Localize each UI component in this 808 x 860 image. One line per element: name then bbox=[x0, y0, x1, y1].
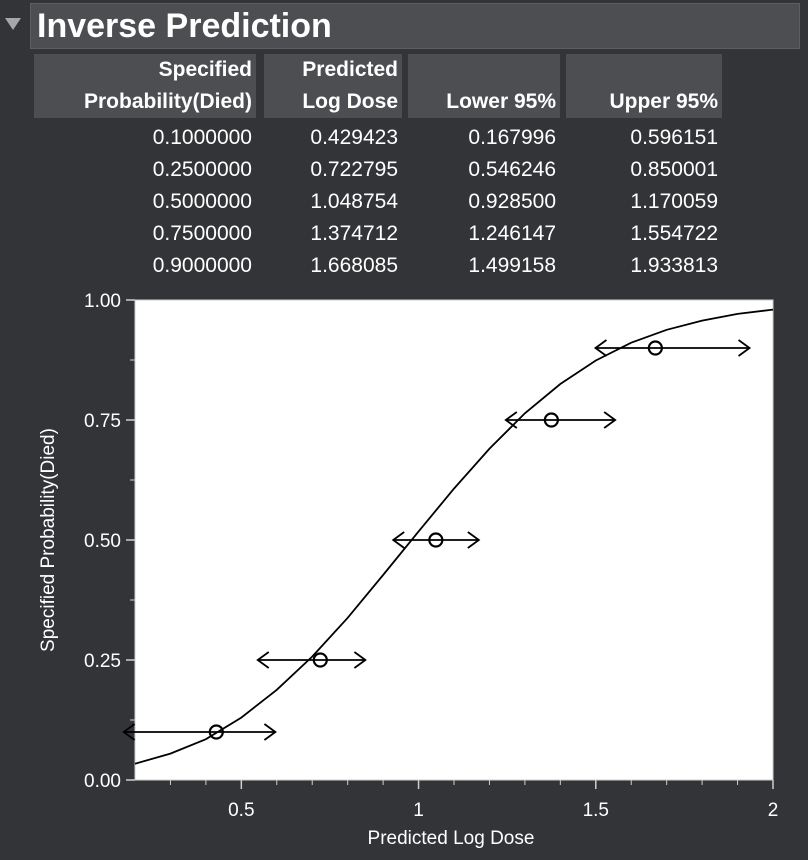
predicted-point-marker bbox=[312, 652, 328, 668]
table-cell-lower-95: 1.246147 bbox=[468, 222, 556, 245]
table-cell-upper-95: 1.554722 bbox=[630, 222, 718, 245]
predicted-point-marker bbox=[647, 340, 663, 356]
inverse-prediction-point bbox=[504, 411, 617, 429]
x-axis-label: Predicted Log Dose bbox=[368, 828, 535, 849]
inverse-prediction-point bbox=[256, 651, 367, 669]
outline-header[interactable]: Inverse Prediction bbox=[30, 3, 800, 49]
column-header-line2: Probability(Died) bbox=[83, 90, 252, 113]
column-header-lower-95[interactable]: Lower 95% bbox=[408, 54, 560, 118]
points-layer bbox=[122, 339, 752, 741]
table-cell-predicted-log-dose: 0.722795 bbox=[310, 158, 398, 181]
column-header-line2: Upper 95% bbox=[609, 90, 718, 113]
column-header-line1: Predicted bbox=[302, 58, 398, 81]
table-cell-predicted-log-dose: 1.374712 bbox=[310, 222, 398, 245]
table-cell-specified-probability: 0.7500000 bbox=[152, 222, 252, 245]
table-cell-lower-95: 0.928500 bbox=[468, 190, 556, 213]
table-cell-upper-95: 0.596151 bbox=[630, 126, 718, 149]
upper-limit-arrow bbox=[467, 531, 481, 549]
lower-limit-arrow bbox=[122, 723, 136, 741]
predicted-point-marker bbox=[208, 724, 224, 740]
table-cell-lower-95: 0.546246 bbox=[468, 158, 556, 181]
y-tick-label: 0.50 bbox=[84, 531, 121, 552]
column-header-line1 bbox=[566, 54, 718, 86]
lower-limit-arrow bbox=[593, 339, 608, 357]
table-cell-predicted-log-dose: 1.048754 bbox=[310, 190, 398, 213]
column-header-predicted-log-dose[interactable]: Predicted Log Dose bbox=[264, 54, 402, 118]
column-header-line1: Specified bbox=[158, 58, 252, 81]
lower-limit-arrow bbox=[391, 531, 405, 549]
table-cell-upper-95: 0.850001 bbox=[630, 158, 718, 181]
table-cell-lower-95: 1.499158 bbox=[468, 254, 556, 277]
column-header-line1 bbox=[408, 54, 556, 86]
disclosure-triangle-icon[interactable] bbox=[5, 18, 21, 30]
column-header-upper-95[interactable]: Upper 95% bbox=[566, 54, 722, 118]
fitted-curve bbox=[134, 308, 774, 765]
x-tick-label: 1 bbox=[413, 800, 424, 821]
lower-limit-arrow bbox=[504, 411, 518, 429]
y-tick-label: 1.00 bbox=[84, 291, 121, 312]
column-header-line2: Lower 95% bbox=[446, 90, 556, 113]
y-axis-label: Specified Probability(Died) bbox=[38, 428, 59, 652]
table-cell-predicted-log-dose: 0.429423 bbox=[310, 126, 398, 149]
column-header-line2: Log Dose bbox=[302, 90, 398, 113]
table-cell-lower-95: 0.167996 bbox=[468, 126, 556, 149]
y-tick-label: 0.75 bbox=[84, 411, 121, 432]
x-tick-label: 0.5 bbox=[228, 800, 254, 821]
x-tick-label: 1.5 bbox=[583, 800, 609, 821]
column-header-specified-probability[interactable]: Specified Probability(Died) bbox=[34, 54, 256, 118]
table-cell-upper-95: 1.933813 bbox=[630, 254, 718, 277]
table-cell-specified-probability: 0.1000000 bbox=[152, 126, 252, 149]
y-tick-label: 0.25 bbox=[84, 651, 121, 672]
upper-limit-arrow bbox=[603, 411, 617, 429]
predicted-point-marker bbox=[543, 412, 559, 428]
table-cell-specified-probability: 0.5000000 bbox=[152, 190, 252, 213]
curve-layer bbox=[134, 308, 774, 765]
outline-title: Inverse Prediction bbox=[37, 7, 332, 45]
inverse-prediction-plot: 0.5 1 1.5 2 0.00 0.25 0.50 0.75 1.00 Predicted … bbox=[0, 280, 808, 860]
y-axis: 0.00 0.25 0.50 0.75 1.00 bbox=[84, 291, 135, 792]
inverse-prediction-point bbox=[593, 339, 752, 357]
table-cell-specified-probability: 0.9000000 bbox=[152, 254, 252, 277]
inverse-prediction-point bbox=[391, 531, 481, 549]
y-tick-label: 0.00 bbox=[84, 771, 121, 792]
chart-svg: 0.5 1 1.5 2 0.00 0.25 0.50 0.75 1.00 Predicted … bbox=[38, 291, 779, 849]
x-tick-label: 2 bbox=[768, 800, 779, 821]
x-axis: 0.5 1 1.5 2 bbox=[169, 780, 779, 821]
table-cell-predicted-log-dose: 1.668085 bbox=[310, 254, 398, 277]
table-cell-specified-probability: 0.2500000 bbox=[152, 158, 252, 181]
inverse-prediction-point bbox=[122, 723, 277, 741]
upper-limit-arrow bbox=[263, 723, 277, 741]
upper-limit-arrow bbox=[738, 339, 752, 357]
upper-limit-arrow bbox=[353, 651, 367, 669]
lower-limit-arrow bbox=[256, 651, 270, 669]
table-cell-upper-95: 1.170059 bbox=[630, 190, 718, 213]
predicted-point-marker bbox=[428, 532, 444, 548]
